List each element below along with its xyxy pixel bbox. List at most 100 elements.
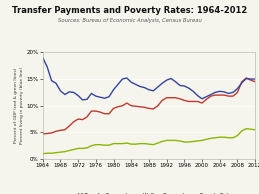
Welfare Payments bbox=[103, 144, 106, 146]
Poverty Rate bbox=[209, 93, 212, 96]
Welfare Payments bbox=[59, 151, 62, 153]
All Transfer Payments bbox=[205, 98, 208, 100]
Welfare Payments bbox=[41, 152, 44, 155]
All Transfer Payments bbox=[165, 97, 168, 99]
All Transfer Payments bbox=[183, 99, 186, 101]
Poverty Rate bbox=[147, 88, 150, 91]
All Transfer Payments bbox=[152, 108, 155, 110]
Welfare Payments bbox=[94, 144, 97, 146]
Welfare Payments bbox=[254, 129, 257, 131]
All Transfer Payments bbox=[103, 113, 106, 115]
All Transfer Payments bbox=[77, 118, 80, 120]
Welfare Payments bbox=[130, 143, 133, 145]
All Transfer Payments bbox=[232, 95, 235, 97]
Welfare Payments bbox=[161, 140, 164, 143]
All Transfer Payments bbox=[245, 77, 248, 79]
Welfare Payments bbox=[81, 147, 84, 150]
Poverty Rate bbox=[50, 80, 53, 82]
Poverty Rate bbox=[178, 84, 182, 87]
All Transfer Payments bbox=[214, 94, 217, 96]
Text: Sources: Bureau of Economic Analysis, Census Bureau: Sources: Bureau of Economic Analysis, Ce… bbox=[57, 18, 202, 23]
Welfare Payments bbox=[143, 142, 146, 145]
Line: All Transfer Payments: All Transfer Payments bbox=[43, 78, 255, 134]
Poverty Rate bbox=[121, 78, 124, 80]
Poverty Rate bbox=[187, 87, 190, 89]
All Transfer Payments bbox=[143, 106, 146, 108]
Welfare Payments bbox=[183, 141, 186, 143]
All Transfer Payments bbox=[54, 130, 57, 133]
All Transfer Payments bbox=[81, 118, 84, 121]
Poverty Rate bbox=[165, 79, 168, 81]
Poverty Rate bbox=[245, 77, 248, 80]
Welfare Payments bbox=[134, 143, 137, 145]
Poverty Rate bbox=[139, 85, 142, 88]
All Transfer Payments bbox=[107, 113, 111, 115]
Poverty Rate bbox=[46, 66, 49, 68]
Welfare Payments bbox=[107, 144, 111, 146]
Poverty Rate bbox=[192, 90, 195, 93]
Welfare Payments bbox=[227, 137, 230, 139]
Welfare Payments bbox=[68, 149, 71, 152]
Text: Transfer Payments and Poverty Rates: 1964-2012: Transfer Payments and Poverty Rates: 196… bbox=[12, 6, 247, 15]
All Transfer Payments bbox=[187, 100, 190, 103]
All Transfer Payments bbox=[249, 79, 252, 81]
Welfare Payments bbox=[200, 139, 204, 142]
Welfare Payments bbox=[174, 139, 177, 142]
All Transfer Payments bbox=[192, 100, 195, 103]
Poverty Rate bbox=[77, 94, 80, 97]
Poverty Rate bbox=[81, 99, 84, 101]
Poverty Rate bbox=[85, 98, 89, 100]
Poverty Rate bbox=[236, 87, 239, 90]
Welfare Payments bbox=[222, 136, 226, 138]
All Transfer Payments bbox=[116, 106, 119, 108]
All Transfer Payments bbox=[59, 129, 62, 132]
All Transfer Payments bbox=[240, 81, 243, 83]
Welfare Payments bbox=[156, 142, 159, 144]
Poverty Rate bbox=[107, 95, 111, 98]
Welfare Payments bbox=[209, 137, 212, 139]
Welfare Payments bbox=[192, 140, 195, 143]
Welfare Payments bbox=[54, 152, 57, 154]
Poverty Rate bbox=[116, 83, 119, 86]
Welfare Payments bbox=[147, 143, 150, 145]
Poverty Rate bbox=[99, 96, 102, 98]
Poverty Rate bbox=[152, 90, 155, 92]
All Transfer Payments bbox=[125, 102, 128, 104]
Welfare Payments bbox=[99, 144, 102, 146]
Poverty Rate bbox=[254, 78, 257, 80]
Poverty Rate bbox=[174, 81, 177, 83]
Poverty Rate bbox=[169, 77, 172, 80]
Welfare Payments bbox=[178, 140, 182, 142]
All Transfer Payments bbox=[99, 111, 102, 113]
All Transfer Payments bbox=[147, 107, 150, 110]
All Transfer Payments bbox=[134, 105, 137, 107]
All Transfer Payments bbox=[178, 98, 182, 100]
Poverty Rate bbox=[59, 90, 62, 92]
All Transfer Payments bbox=[209, 95, 212, 97]
All Transfer Payments bbox=[218, 94, 221, 96]
Poverty Rate bbox=[214, 91, 217, 94]
Poverty Rate bbox=[227, 92, 230, 95]
All Transfer Payments bbox=[196, 100, 199, 103]
All Transfer Payments bbox=[72, 120, 75, 123]
All Transfer Payments bbox=[50, 132, 53, 134]
Poverty Rate bbox=[112, 88, 115, 91]
Poverty Rate bbox=[232, 91, 235, 94]
Legend: All Transfer Payments, Welfare Payments, Poverty Rate: All Transfer Payments, Welfare Payments,… bbox=[64, 191, 233, 194]
Poverty Rate bbox=[125, 77, 128, 79]
Poverty Rate bbox=[130, 81, 133, 83]
All Transfer Payments bbox=[85, 116, 89, 118]
Line: Poverty Rate: Poverty Rate bbox=[43, 58, 255, 100]
Poverty Rate bbox=[240, 82, 243, 84]
All Transfer Payments bbox=[121, 105, 124, 107]
Welfare Payments bbox=[116, 142, 119, 145]
All Transfer Payments bbox=[156, 105, 159, 107]
Poverty Rate bbox=[205, 95, 208, 98]
All Transfer Payments bbox=[46, 132, 49, 135]
Poverty Rate bbox=[63, 93, 66, 96]
Poverty Rate bbox=[249, 78, 252, 80]
Welfare Payments bbox=[152, 144, 155, 146]
All Transfer Payments bbox=[169, 97, 172, 99]
Poverty Rate bbox=[218, 90, 221, 93]
Welfare Payments bbox=[112, 142, 115, 145]
